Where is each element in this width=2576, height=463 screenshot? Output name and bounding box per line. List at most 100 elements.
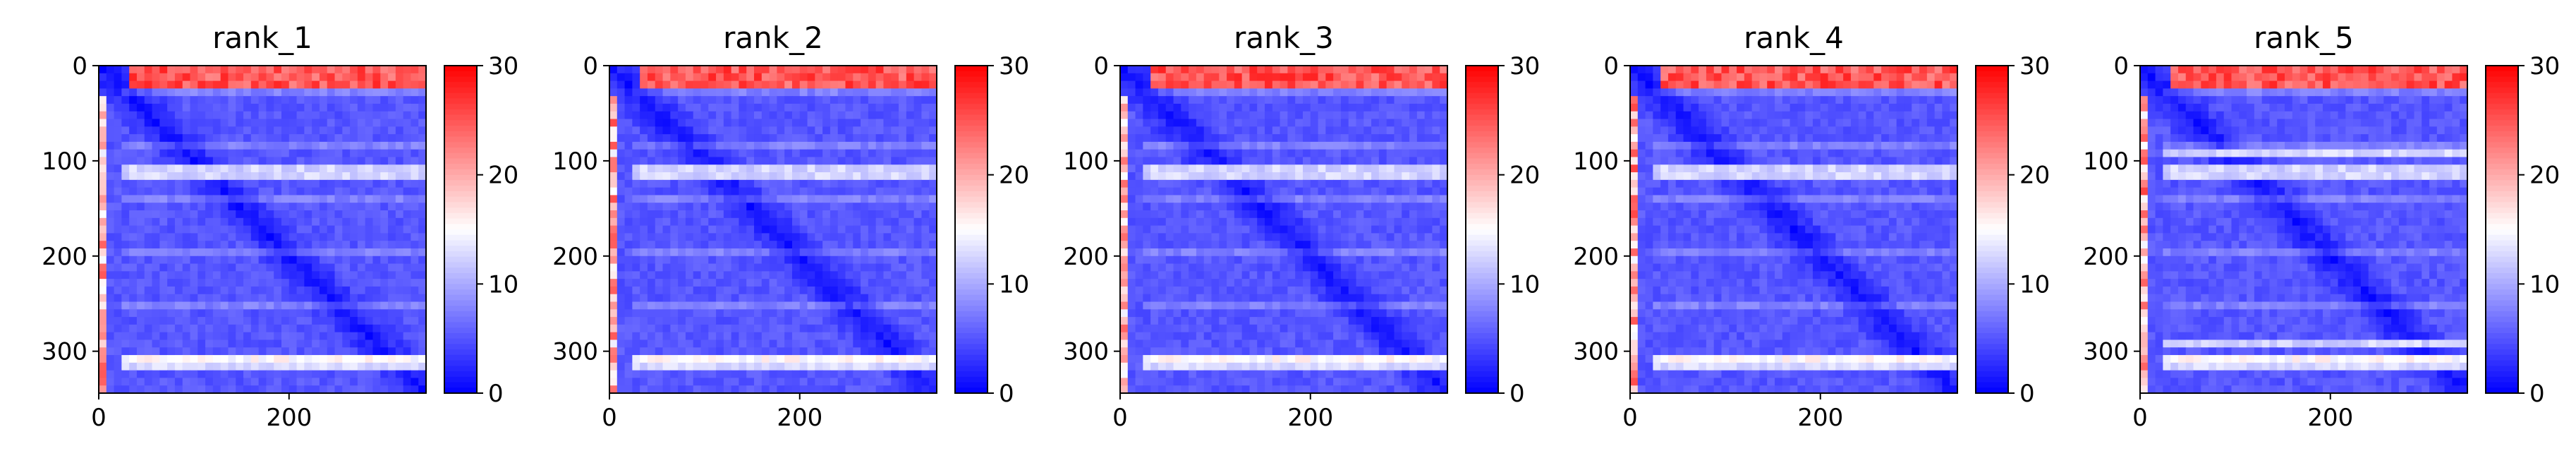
heatmap-cell <box>875 248 885 257</box>
heatmap-cell <box>1371 179 1380 188</box>
heatmap-cell <box>304 172 312 181</box>
heatmap-cell <box>921 279 930 287</box>
heatmap-cell <box>746 279 755 287</box>
heatmap-cell <box>685 119 694 127</box>
heatmap-cell <box>243 370 252 379</box>
heatmap-cell <box>190 126 198 135</box>
heatmap-cell <box>777 362 785 371</box>
heatmap-cell <box>791 378 801 386</box>
heatmap-cell <box>296 301 305 310</box>
heatmap-cell <box>609 217 618 227</box>
heatmap-cell <box>632 339 640 348</box>
heatmap-cell <box>700 294 709 303</box>
heatmap-cell <box>1249 187 1258 196</box>
heatmap-cell <box>174 80 183 89</box>
heatmap-cell <box>1302 241 1311 249</box>
heatmap-cell <box>1371 66 1380 74</box>
heatmap-cell <box>350 73 358 82</box>
heatmap-cell <box>1211 111 1220 120</box>
heatmap-cell <box>899 355 907 363</box>
heatmap-cell <box>906 225 915 234</box>
heatmap-cell <box>129 217 138 227</box>
heatmap-cell <box>624 66 633 74</box>
heatmap-cell <box>1340 225 1349 234</box>
heatmap-cell <box>784 179 793 188</box>
heatmap-cell <box>258 73 267 82</box>
heatmap-cell <box>1409 179 1418 188</box>
heatmap-cell <box>236 103 244 112</box>
heatmap-cell <box>350 339 358 348</box>
heatmap-cell <box>1127 164 1136 173</box>
heatmap-cell <box>1402 172 1410 181</box>
heatmap-cell <box>845 294 853 303</box>
heatmap-cell <box>1432 248 1440 257</box>
heatmap-cell <box>1257 66 1265 74</box>
heatmap-cell <box>632 324 640 333</box>
heatmap-cell <box>655 187 664 196</box>
heatmap-cell <box>807 294 815 303</box>
heatmap-cell <box>853 324 861 333</box>
heatmap-cell <box>388 134 396 143</box>
heatmap-cell <box>236 203 244 211</box>
heatmap-cell <box>1402 88 1410 97</box>
heatmap-cell <box>708 255 717 265</box>
colorbar-segment <box>444 186 477 192</box>
heatmap-cell <box>372 157 381 165</box>
heatmap-cell <box>228 385 236 394</box>
heatmap-cell <box>739 309 747 318</box>
heatmap-cell <box>1181 66 1189 74</box>
heatmap-cell <box>174 210 183 219</box>
heatmap-cell <box>99 80 107 89</box>
heatmap-cell <box>883 286 892 295</box>
heatmap-cell <box>853 255 861 265</box>
heatmap-cell <box>1432 187 1440 196</box>
heatmap-cell <box>640 255 648 265</box>
heatmap-cell <box>1333 164 1342 173</box>
heatmap-cell <box>258 279 267 287</box>
heatmap-cell <box>312 271 320 279</box>
heatmap-cell <box>418 187 427 196</box>
heatmap-cell <box>327 286 336 295</box>
heatmap-cell <box>342 126 351 135</box>
heatmap-cell <box>891 96 899 104</box>
heatmap-cell <box>258 378 267 386</box>
heatmap-cell <box>114 88 122 97</box>
heatmap-cell <box>198 294 206 303</box>
heatmap-cell <box>152 378 160 386</box>
heatmap-cell <box>418 255 427 265</box>
heatmap-cell <box>312 362 320 371</box>
heatmap-cell <box>1340 141 1349 150</box>
heatmap-cell <box>319 279 328 287</box>
heatmap-cell <box>327 339 336 348</box>
heatmap-cell <box>380 119 389 127</box>
heatmap-cell <box>152 195 160 203</box>
heatmap-cell <box>845 339 853 348</box>
heatmap-cell <box>198 241 206 249</box>
heatmap-cell <box>716 225 724 234</box>
heatmap-cell <box>640 233 648 241</box>
heatmap-cell <box>853 80 861 89</box>
heatmap-cell <box>1378 210 1387 219</box>
heatmap-cell <box>624 279 633 287</box>
heatmap-cell <box>1424 149 1433 158</box>
heatmap-cell <box>1310 172 1319 181</box>
heatmap-cell <box>1196 255 1205 265</box>
heatmap-cell <box>624 241 633 249</box>
heatmap-cell <box>205 119 214 127</box>
heatmap-cell <box>174 286 183 295</box>
heatmap-cell <box>395 73 404 82</box>
heatmap-cell <box>868 195 877 203</box>
heatmap-cell <box>114 126 122 135</box>
heatmap-cell <box>395 134 404 143</box>
heatmap-cell <box>640 73 648 82</box>
heatmap-cell <box>1241 164 1251 173</box>
heatmap-cell <box>616 88 626 97</box>
heatmap-cell <box>106 294 115 303</box>
colorbar-segment <box>955 104 988 110</box>
heatmap-cell <box>662 111 671 120</box>
heatmap-cell <box>685 66 694 74</box>
heatmap-cell <box>418 362 427 371</box>
heatmap-cell <box>647 141 656 150</box>
heatmap-cell <box>693 248 702 257</box>
heatmap-cell <box>159 66 168 74</box>
